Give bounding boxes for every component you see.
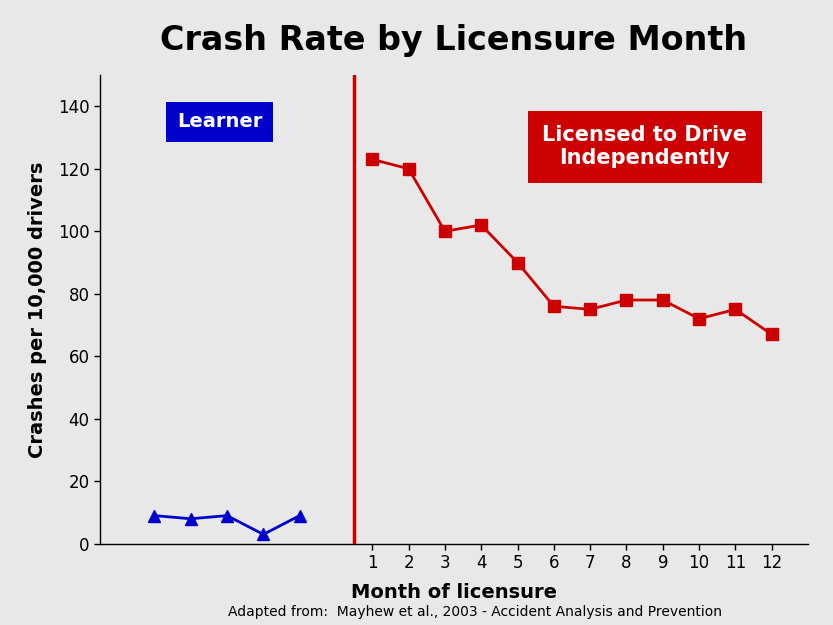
- Text: Learner: Learner: [177, 112, 262, 131]
- X-axis label: Month of licensure: Month of licensure: [351, 583, 557, 602]
- Text: Licensed to Drive
Independently: Licensed to Drive Independently: [542, 125, 747, 169]
- Y-axis label: Crashes per 10,000 drivers: Crashes per 10,000 drivers: [27, 161, 47, 458]
- Text: Adapted from:  Mayhew et al., 2003 - Accident Analysis and Prevention: Adapted from: Mayhew et al., 2003 - Acci…: [227, 605, 722, 619]
- Title: Crash Rate by Licensure Month: Crash Rate by Licensure Month: [161, 24, 747, 57]
